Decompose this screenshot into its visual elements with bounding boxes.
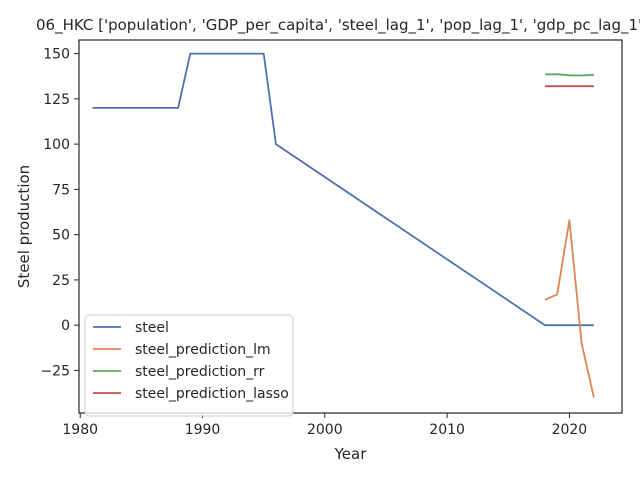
y-tick-label: 50	[52, 228, 70, 244]
x-tick-label: 1990	[185, 422, 221, 438]
series-line-steel	[92, 52, 594, 327]
legend-box	[84, 314, 294, 417]
x-tick-label: 2000	[307, 422, 343, 438]
legend-label: steel_prediction_lasso	[135, 386, 289, 402]
x-axis-ticks: 1980 1990 2000 2010 2020	[62, 413, 587, 438]
y-axis-label: Steel production	[15, 165, 33, 288]
y-tick-label: 25	[52, 273, 70, 289]
legend: steel steel_prediction_lm steel_prediction…	[84, 314, 294, 417]
x-tick-label: 2010	[429, 422, 465, 438]
x-axis-label: Year	[334, 445, 368, 463]
y-tick-label: 125	[43, 92, 70, 108]
chart-title: 06_HKC ['population', 'GDP_per_capita', …	[36, 16, 640, 35]
y-tick-label: 150	[43, 47, 70, 63]
y-tick-label: −25	[40, 363, 70, 379]
y-tick-label: 100	[43, 137, 70, 153]
series-line-steel-prediction-lm	[544, 219, 595, 398]
legend-label: steel_prediction_rr	[135, 364, 265, 380]
axes-frame	[78, 39, 623, 414]
series-line-steel-prediction-rr	[544, 73, 594, 77]
legend-label: steel	[135, 320, 169, 336]
plot-lines	[92, 52, 595, 398]
y-tick-label: 0	[61, 318, 70, 334]
x-tick-label: 1980	[62, 422, 98, 438]
y-axis-ticks: −25 0 25 50 75 100 125 150	[40, 47, 79, 379]
y-tick-label: 75	[52, 182, 70, 198]
plot-frame	[78, 39, 623, 414]
legend-label: steel_prediction_lm	[135, 342, 271, 358]
x-tick-label: 2020	[552, 422, 588, 438]
